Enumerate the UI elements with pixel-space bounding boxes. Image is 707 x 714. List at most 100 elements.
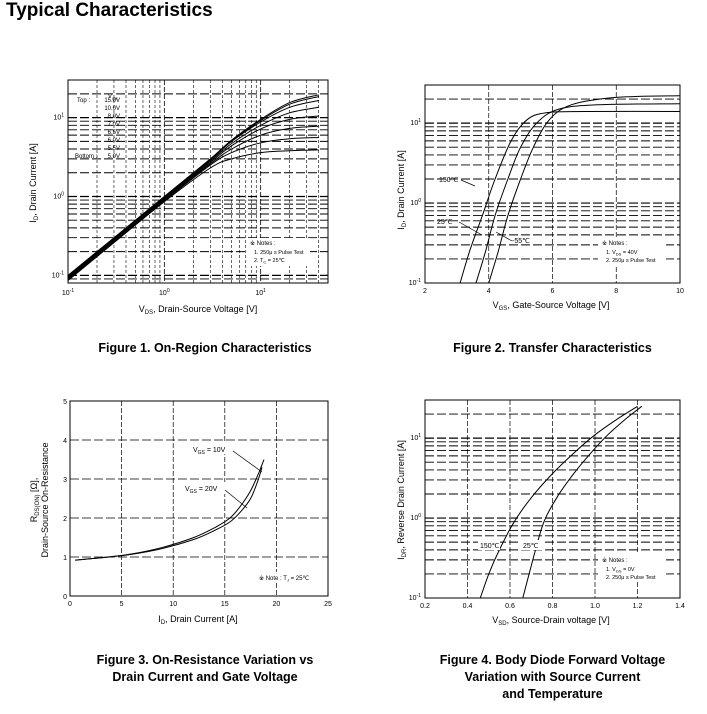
fig4-note-line: ※ Notes : bbox=[602, 557, 628, 564]
fig2-label-leader bbox=[460, 179, 476, 187]
figure-3-caption-line-2: Drain Current and Gate Voltage bbox=[112, 670, 298, 684]
fig4-note-line: 2. 250μ s Pulse Test bbox=[606, 575, 656, 581]
fig3-curve-label-20v: VGS = 20V bbox=[185, 486, 218, 495]
fig2-x-tick-label: 2 bbox=[423, 288, 427, 295]
fig4-x-tick-label: 0.8 bbox=[548, 603, 558, 610]
fig4-xlabel: VSD, Source-Drain voltage [V] bbox=[492, 615, 609, 627]
fig3-xlabel: ID, Drain Current [A] bbox=[158, 614, 237, 626]
fig1-legend-item: 15.0V bbox=[104, 98, 120, 104]
fig3-label-bg bbox=[182, 482, 226, 494]
fig1-legend: VGS Top : Bottom : 15.0V 10.0V 8.0V 7.0V 6.5V 6.… bbox=[75, 94, 120, 160]
fig4-x-tick-label: 0.2 bbox=[420, 603, 430, 610]
fig2-x-tick-label: 8 bbox=[614, 288, 618, 295]
page-title: Typical Characteristics bbox=[6, 0, 213, 21]
fig4-y-tick-label: 10-1 bbox=[409, 593, 421, 602]
fig4-curve-label: 25℃ bbox=[523, 543, 539, 550]
fig3-x-tick-label: 15 bbox=[221, 601, 229, 608]
fig3-x-tick-label: 0 bbox=[68, 601, 72, 608]
fig1-ylabel: ID, Drain Current [A] bbox=[28, 143, 40, 222]
fig2-label-leader bbox=[458, 221, 483, 236]
fig2-notes-box bbox=[598, 237, 666, 265]
fig4-x-tick-label: 1.2 bbox=[633, 603, 643, 610]
fig1-series-5 bbox=[67, 125, 319, 280]
fig2-y-tick-label: 101 bbox=[410, 118, 421, 127]
fig4-x-tick-label: 0.6 bbox=[505, 603, 515, 610]
fig3-y-tick-label: 0 bbox=[63, 594, 67, 601]
fig4-curves bbox=[479, 405, 643, 599]
fig1-curves bbox=[67, 94, 319, 281]
fig2-note-line: ※ Notes : bbox=[602, 240, 628, 247]
fig1-series-7 bbox=[67, 149, 319, 281]
fig2-ylabel: ID, Drain Current [A] bbox=[396, 150, 408, 229]
fig4-series-1 bbox=[522, 405, 643, 599]
fig2-note-line: 2. 250μ s Pulse Test bbox=[606, 258, 656, 264]
fig1-x-tick-label: 100 bbox=[159, 288, 170, 297]
fig2-x-tick-label: 4 bbox=[487, 288, 491, 295]
fig3-y-tick-label: 2 bbox=[63, 516, 67, 523]
fig1-y-tick-label: 101 bbox=[53, 113, 64, 122]
fig1-y-tick-label: 100 bbox=[53, 191, 64, 200]
fig1-plot-frame bbox=[67, 79, 329, 284]
fig1-note-line: ※ Notes : bbox=[250, 240, 276, 247]
figure-4-caption: Figure 4. Body Diode Forward Voltage Var… bbox=[380, 652, 707, 703]
fig4-y-tick-label: 101 bbox=[410, 433, 421, 442]
figure-3-caption-line-1: Figure 3. On-Resistance Variation vs bbox=[96, 653, 314, 667]
fig3-y-tick-label: 4 bbox=[63, 438, 67, 445]
fig2-series-2 bbox=[488, 95, 681, 284]
fig1-xlabel: VDS, Drain-Source Voltage [V] bbox=[139, 304, 257, 316]
fig4-grid bbox=[425, 400, 680, 598]
figure-4-caption-line-3: and Temperature bbox=[502, 687, 603, 701]
fig3-label-leader bbox=[232, 450, 263, 473]
fig1-note-line: 1. 250μ s Pulse Test bbox=[254, 250, 304, 256]
fig3-x-tick-label: 20 bbox=[273, 601, 281, 608]
fig2-x-tick-label: 10 bbox=[676, 288, 684, 295]
fig1-x-tick-label: 101 bbox=[255, 288, 266, 297]
fig3-ylabel-line2: Drain-Source On-Resistance bbox=[40, 442, 50, 557]
fig3-ticks: 0 5 10 15 20 25 0 1 2 3 4 5 bbox=[63, 399, 332, 608]
fig4-notes-box bbox=[598, 554, 666, 582]
fig4-label-bg bbox=[521, 540, 543, 550]
fig1-note-line: 2. TC = 25℃ bbox=[254, 258, 286, 265]
fig2-label-leader bbox=[495, 231, 513, 242]
fig3-y-tick-label: 5 bbox=[63, 399, 67, 406]
fig1-legend-item: 7.0V bbox=[108, 122, 120, 128]
fig1-notes-box bbox=[248, 238, 310, 266]
fig1-legend-item: 5.5V bbox=[108, 146, 120, 152]
fig1-legend-header: VGS bbox=[108, 94, 118, 101]
fig3-notes-box bbox=[257, 572, 319, 583]
fig3-label-leader bbox=[224, 489, 248, 509]
fig2-curve-label: -55℃ bbox=[512, 238, 530, 245]
fig4-ticks: 0.2 0.4 0.6 0.8 1.0 1.2 1.4 10-1 100 101 bbox=[409, 433, 685, 610]
fig3-label-bg bbox=[190, 442, 234, 454]
fig2-ticks: 2 4 6 8 10 10-1 100 101 bbox=[409, 118, 684, 295]
fig3-x-tick-label: 10 bbox=[169, 601, 177, 608]
fig3-x-tick-label: 25 bbox=[324, 601, 332, 608]
fig2-series-1 bbox=[475, 103, 681, 284]
fig1-series-4 bbox=[67, 115, 319, 279]
fig2-x-tick-label: 6 bbox=[551, 288, 555, 295]
fig4-x-tick-label: 0.4 bbox=[463, 603, 473, 610]
fig3-y-tick-label: 1 bbox=[63, 555, 67, 562]
fig3-notes: ※ Note : TJ = 25℃ bbox=[257, 572, 319, 583]
fig1-x-tick-label: 10-1 bbox=[62, 288, 74, 297]
fig4-x-tick-label: 1.4 bbox=[675, 603, 685, 610]
fig3-note-line: ※ Note : TJ = 25℃ bbox=[259, 575, 309, 583]
figure-4-caption-line-1: Figure 4. Body Diode Forward Voltage bbox=[439, 653, 666, 667]
fig2-curves bbox=[459, 95, 681, 284]
fig1-legend-item: 8.0V bbox=[108, 114, 120, 120]
fig1-legend-item: 6.0V bbox=[108, 138, 120, 144]
fig1-legend-bottom-label: Bottom : bbox=[75, 154, 98, 160]
fig2-curve-labels: 150℃ 25℃ -55℃ bbox=[437, 177, 530, 245]
figure-4-caption-line-2: Variation with Source Current bbox=[464, 670, 641, 684]
fig2-y-tick-label: 10-1 bbox=[409, 278, 421, 287]
fig4-y-tick-label: 100 bbox=[410, 513, 421, 522]
fig4-notes: ※ Notes : 1. VGS = 0V2. 250μ s Pulse Test bbox=[598, 554, 666, 582]
fig1-legend-top-label: Top : bbox=[77, 98, 90, 104]
figure-3-caption: Figure 3. On-Resistance Variation vs Dra… bbox=[40, 652, 370, 686]
fig4-curve-label: 150℃ bbox=[480, 543, 500, 550]
